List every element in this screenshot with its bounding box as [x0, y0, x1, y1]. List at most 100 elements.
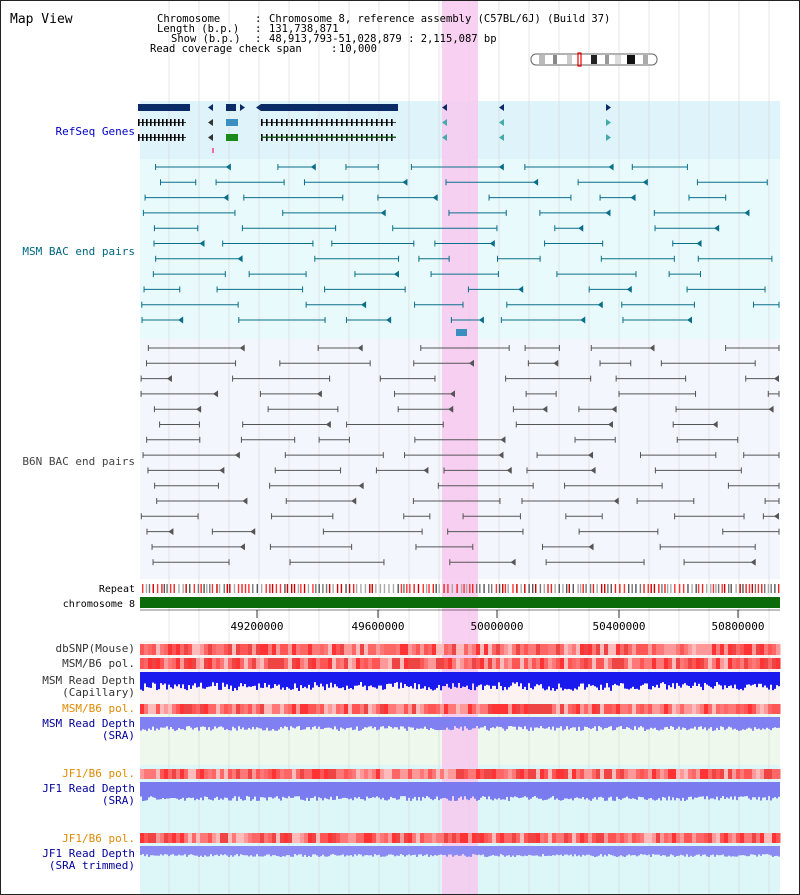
read-depth-bin — [512, 717, 514, 727]
read-depth-bin — [722, 717, 724, 728]
read-depth-bin — [642, 846, 644, 855]
read-depth-bin — [392, 717, 394, 729]
read-depth-bin — [332, 846, 334, 855]
read-depth-bin — [448, 672, 450, 688]
read-depth-bin — [740, 717, 742, 731]
b6n-bac-pair-arrow — [239, 344, 245, 352]
chromosome-bar[interactable] — [140, 597, 780, 608]
repeat-element — [293, 584, 296, 593]
exon — [321, 134, 323, 141]
read-depth-bin — [556, 672, 558, 690]
polymorphism-bin — [160, 833, 165, 843]
polymorphism-bin — [272, 769, 277, 779]
polymorphism-bin — [532, 833, 537, 843]
msm-b6-pol-track-label[interactable]: MSM/B6 pol. — [62, 657, 135, 670]
b6n-bac-track-label[interactable]: B6N BAC end pairs — [22, 455, 135, 468]
polymorphism-bin — [540, 833, 545, 843]
read-depth-bin — [370, 782, 372, 798]
jf1-b6-pol-2-label[interactable]: JF1/B6 pol. — [62, 832, 135, 845]
polymorphism-bin — [268, 833, 273, 843]
read-depth-bin — [664, 717, 666, 728]
polymorphism-bin — [552, 769, 557, 779]
read-depth-bin — [570, 846, 572, 855]
read-depth-bin — [202, 782, 204, 801]
msm-cap-depth-label-1[interactable]: MSM Read Depth — [42, 674, 135, 687]
read-depth-bin — [278, 846, 280, 857]
repeat-element — [145, 584, 148, 593]
polymorphism-bin — [304, 644, 309, 655]
read-depth-bin — [140, 846, 142, 855]
msm-sra-depth-label-1[interactable]: MSM Read Depth — [42, 717, 135, 730]
read-depth-bin — [166, 717, 168, 727]
read-depth-bin — [340, 782, 342, 799]
read-depth-bin — [314, 846, 316, 855]
read-depth-bin — [672, 846, 674, 856]
repeat-element — [770, 584, 772, 593]
repeat-element — [409, 584, 411, 593]
polymorphism-bin — [404, 658, 409, 669]
polymorphism-bin — [184, 769, 189, 779]
polymorphism-bin — [228, 644, 233, 655]
polymorphism-bin — [564, 769, 569, 779]
repeat-track-label[interactable]: Repeat — [99, 584, 135, 595]
read-depth-bin — [664, 782, 666, 798]
repeat-element — [463, 584, 465, 593]
read-depth-bin — [630, 717, 632, 730]
read-depth-bin — [708, 672, 710, 686]
dbsnp-track-label[interactable]: dbSNP(Mouse) — [56, 642, 135, 655]
polymorphism-bin — [504, 704, 509, 714]
repeat-element — [715, 584, 717, 593]
read-depth-bin — [514, 717, 516, 727]
read-depth-bin — [574, 717, 576, 728]
repeat-element — [469, 584, 471, 593]
repeat-element — [166, 584, 168, 593]
jf1-sra-depth-label-1[interactable]: JF1 Read Depth — [42, 782, 135, 795]
length-label: Length (b.p.) — [157, 23, 239, 35]
polymorphism-bin — [652, 833, 657, 843]
read-depth-bin — [404, 717, 406, 729]
read-depth-bin — [684, 717, 686, 729]
read-depth-bin — [384, 672, 386, 690]
polymorphism-bin — [256, 769, 261, 779]
polymorphism-bin — [756, 658, 761, 669]
read-depth-bin — [184, 846, 186, 855]
msm-bac-pair — [456, 329, 467, 336]
refseq-track-label[interactable]: RefSeq Genes — [56, 125, 135, 138]
read-depth-bin — [388, 782, 390, 800]
polymorphism-bin — [504, 833, 509, 843]
msm-bac-track-label[interactable]: MSM BAC end pairs — [22, 245, 135, 258]
read-depth-bin — [444, 717, 446, 730]
chromosome-ideogram[interactable] — [530, 52, 658, 67]
polymorphism-bin — [148, 658, 153, 669]
read-depth-bin — [778, 846, 780, 857]
read-depth-bin — [700, 672, 702, 687]
region-highlight[interactable] — [442, 1, 478, 894]
polymorphism-bin — [544, 658, 549, 669]
msm-b6-pol-sra-label[interactable]: MSM/B6 pol. — [62, 702, 135, 715]
read-depth-bin — [732, 672, 734, 689]
read-depth-bin — [612, 672, 614, 686]
read-depth-bin — [512, 672, 514, 683]
read-depth-bin — [462, 672, 464, 687]
read-depth-bin — [596, 782, 598, 800]
b6n-bac-pair-arrow — [649, 344, 655, 352]
chromosome-track-label[interactable]: chromosome 8 — [63, 599, 135, 610]
repeat-element — [723, 584, 726, 593]
polymorphism-bin — [260, 644, 265, 655]
jf1-trim-depth-label-1[interactable]: JF1 Read Depth — [42, 847, 135, 860]
polymorphism-bin — [192, 658, 197, 669]
polymorphism-bin — [680, 833, 685, 843]
polymorphism-bin — [568, 833, 573, 843]
read-depth-bin — [492, 782, 494, 801]
read-depth-bin — [286, 717, 288, 727]
b6n-bac-pair-arrow — [449, 390, 455, 398]
jf1-b6-pol-label[interactable]: JF1/B6 pol. — [62, 767, 135, 780]
read-depth-bin — [152, 672, 154, 683]
polymorphism-bin — [716, 833, 721, 843]
read-depth-bin — [682, 846, 684, 856]
polymorphism-bin — [436, 658, 441, 669]
read-depth-bin — [766, 782, 768, 801]
polymorphism-bin — [624, 644, 629, 655]
read-depth-bin — [578, 782, 580, 799]
